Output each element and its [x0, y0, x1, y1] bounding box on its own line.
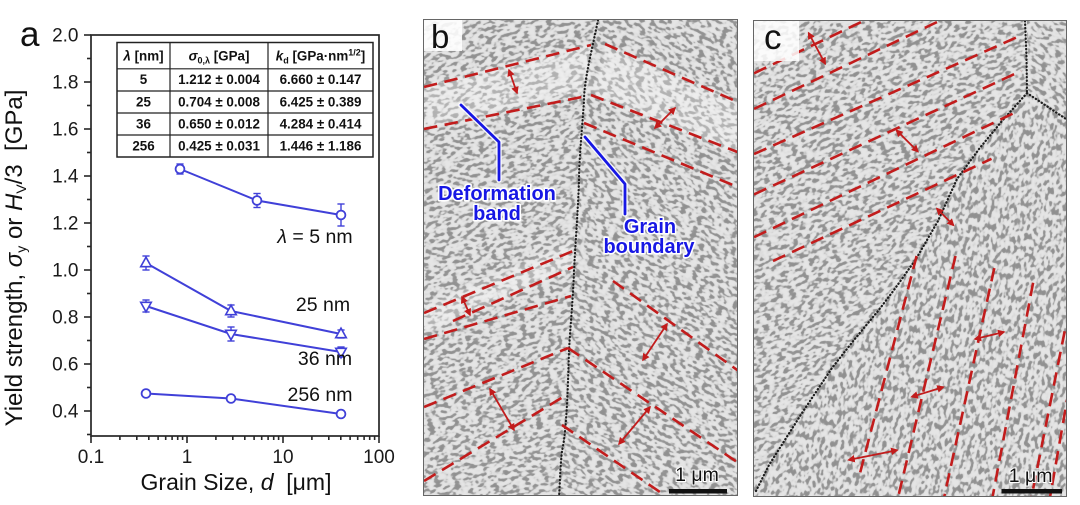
svg-text:1.4: 1.4: [52, 167, 79, 188]
svg-text:1.2: 1.2: [52, 214, 78, 235]
svg-text:25 nm: 25 nm: [296, 294, 350, 316]
svg-text:36 nm: 36 nm: [298, 348, 352, 370]
svg-text:1.8: 1.8: [52, 73, 78, 94]
svg-text:10: 10: [272, 447, 293, 468]
svg-text:0.650 ± 0.012: 0.650 ± 0.012: [178, 116, 260, 131]
svg-text:36: 36: [136, 116, 151, 131]
svg-text:1 μm: 1 μm: [675, 464, 719, 486]
svg-text:0.6: 0.6: [52, 355, 78, 376]
svg-text:0.1: 0.1: [78, 447, 104, 468]
svg-text:Grain Size, d [μm]: Grain Size, d [μm]: [141, 469, 332, 495]
svg-text:100: 100: [363, 447, 395, 468]
svg-text:4.284 ± 0.414: 4.284 ± 0.414: [280, 116, 362, 131]
svg-text:1.446 ± 1.186: 1.446 ± 1.186: [280, 138, 362, 153]
svg-text:σ0,λ [GPa]: σ0,λ [GPa]: [189, 49, 250, 66]
svg-text:0.4: 0.4: [52, 402, 79, 423]
svg-text:0.704 ± 0.008: 0.704 ± 0.008: [178, 94, 260, 109]
svg-text:6.660 ± 0.147: 6.660 ± 0.147: [280, 72, 362, 87]
svg-text:1.212 ± 0.004: 1.212 ± 0.004: [178, 72, 260, 87]
svg-text:λ [nm]: λ [nm]: [122, 49, 163, 64]
svg-text:Grain: Grain: [624, 216, 676, 238]
svg-text:1.6: 1.6: [52, 120, 78, 141]
svg-text:kd [GPa·nm1/2]: kd [GPa·nm1/2]: [276, 48, 365, 66]
svg-text:6.425 ± 0.389: 6.425 ± 0.389: [280, 94, 362, 109]
svg-text:boundary: boundary: [603, 236, 695, 258]
svg-text:Deformation: Deformation: [438, 183, 556, 205]
svg-text:c: c: [764, 20, 782, 57]
svg-text:band: band: [473, 203, 521, 225]
svg-text:b: b: [431, 19, 449, 55]
svg-text:0.425 ± 0.031: 0.425 ± 0.031: [178, 138, 260, 153]
svg-text:0.8: 0.8: [52, 308, 78, 329]
svg-text:1 μm: 1 μm: [1009, 465, 1053, 487]
svg-text:256 nm: 256 nm: [287, 384, 352, 406]
svg-text:λ = 5 nm: λ = 5 nm: [276, 226, 352, 248]
svg-text:1: 1: [182, 447, 193, 468]
svg-text:256: 256: [132, 138, 154, 153]
svg-text:1.0: 1.0: [52, 261, 78, 282]
svg-text:25: 25: [136, 94, 151, 109]
svg-text:Yield strength, σy or HV/3 [G: Yield strength, σy or HV/3 [GPa]: [1, 90, 29, 427]
svg-text:2.0: 2.0: [52, 26, 78, 47]
svg-text:5: 5: [140, 72, 148, 87]
svg-text:a: a: [20, 15, 40, 54]
